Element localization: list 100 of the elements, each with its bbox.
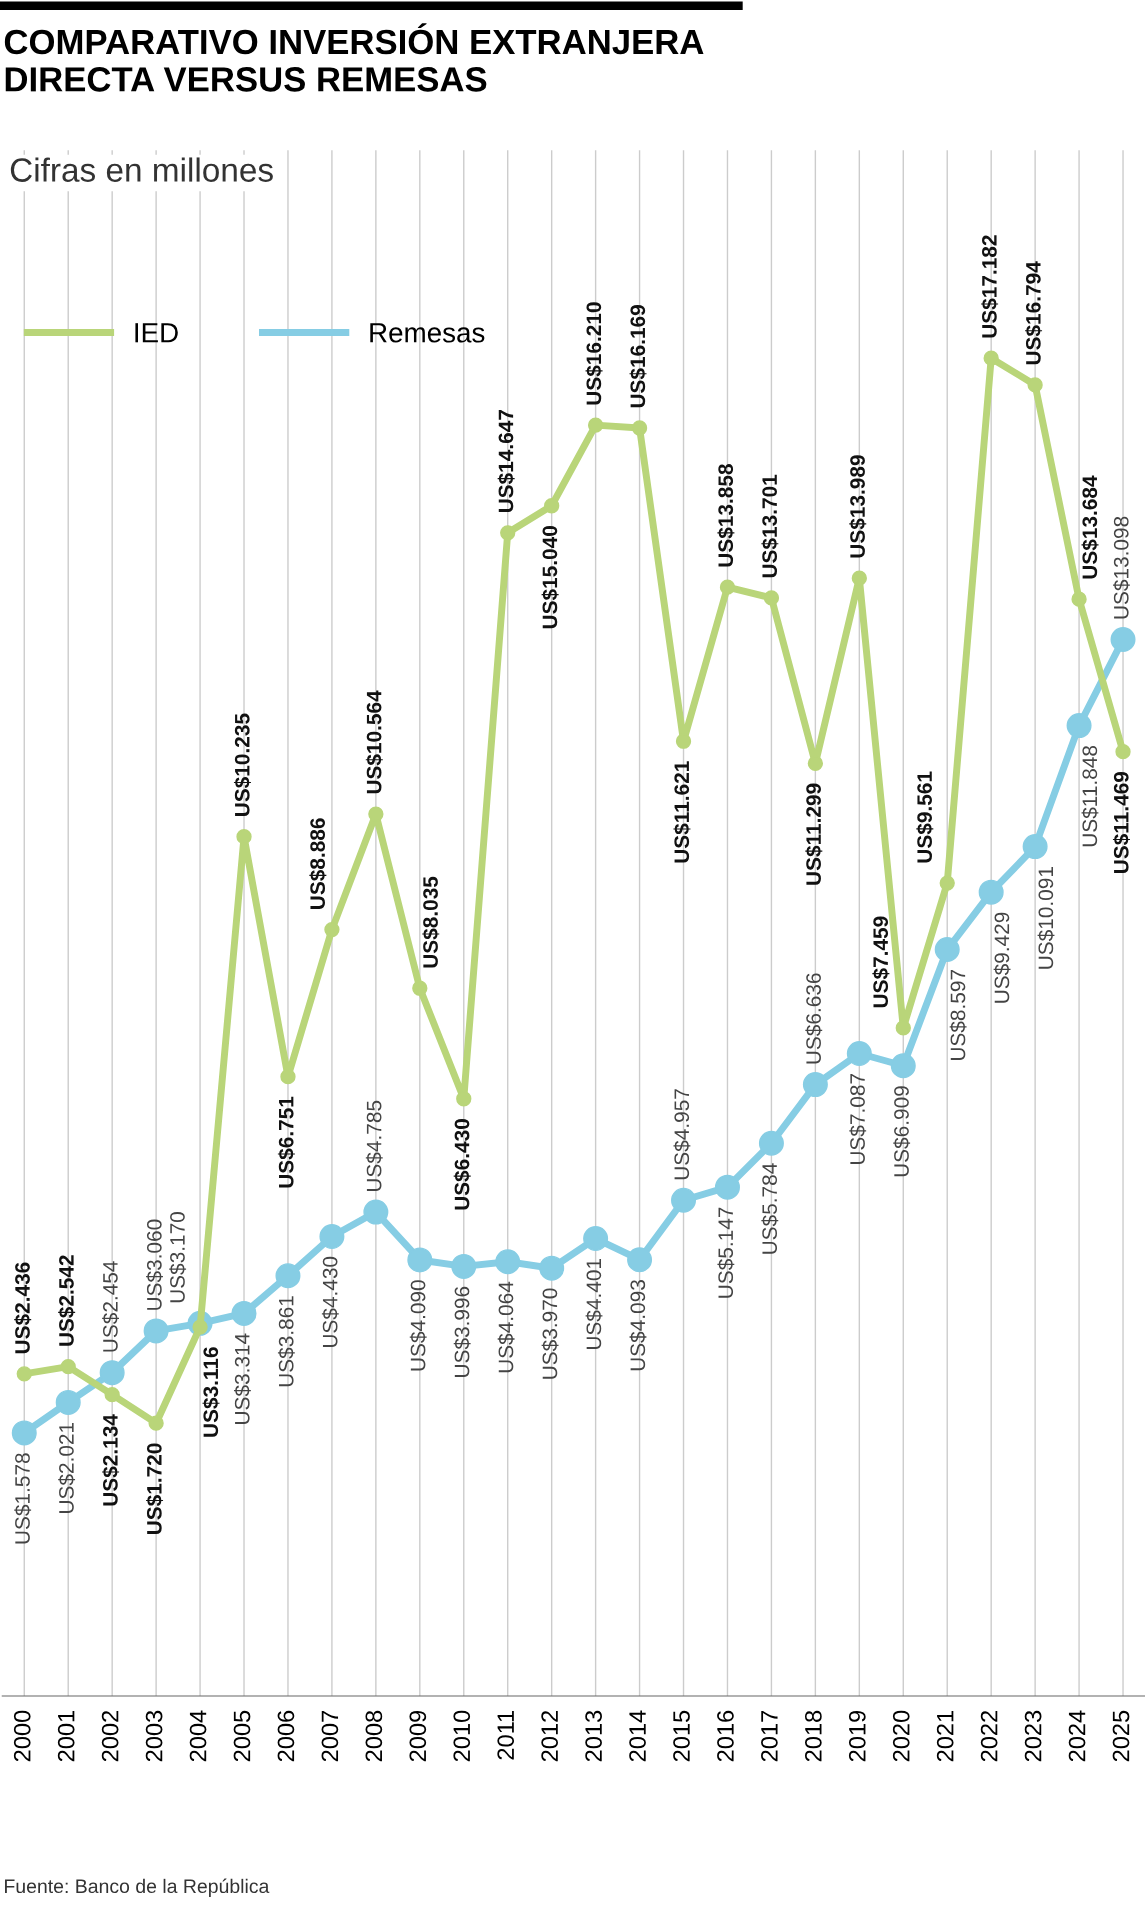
x-tick-label: 2020 [892, 1710, 910, 1762]
point [500, 525, 516, 541]
data-label: US$10.235 [233, 713, 251, 816]
data-label: US$16.210 [585, 302, 603, 405]
point [758, 1130, 784, 1156]
point [11, 1420, 37, 1446]
data-label: US$2.134 [102, 1414, 120, 1506]
point [846, 1041, 872, 1067]
point [851, 570, 867, 586]
point [495, 1249, 521, 1275]
data-label: US$16.169 [629, 305, 647, 408]
point [451, 1253, 477, 1279]
point [763, 590, 780, 606]
x-tick-label: 2005 [233, 1710, 251, 1762]
data-label: US$3.314 [233, 1333, 251, 1424]
point [363, 1199, 389, 1225]
data-label: US$1.720 [146, 1443, 164, 1535]
point [983, 350, 999, 366]
point [16, 1366, 32, 1382]
point [719, 579, 736, 595]
data-label: US$3.861 [277, 1296, 295, 1387]
data-label: US$10.091 [1037, 867, 1055, 969]
point [934, 937, 960, 963]
point [675, 733, 692, 749]
data-label: US$10.564 [365, 690, 383, 794]
x-tick-label: 2021 [936, 1710, 954, 1762]
point [671, 1187, 697, 1213]
point [231, 1300, 257, 1326]
x-tick-label: 2015 [673, 1710, 690, 1762]
point [544, 498, 560, 514]
data-label: US$13.684 [1081, 475, 1099, 579]
data-label: US$2.454 [102, 1261, 119, 1352]
data-label: US$3.170 [169, 1212, 187, 1303]
data-label: US$13.701 [761, 474, 779, 578]
data-label: US$8.035 [422, 876, 440, 968]
source-note: Fuente: Banco de la República [5, 1878, 270, 1897]
data-label: US$11.469 [1112, 771, 1130, 873]
data-label: US$11.621 [673, 761, 691, 863]
chart-subtitle: Cifras en millones [10, 157, 273, 182]
data-label: US$4.090 [409, 1280, 427, 1371]
x-tick-label: 2025 [1112, 1710, 1130, 1762]
data-label: US$17.182 [981, 235, 999, 338]
point [978, 879, 1004, 905]
data-label: US$1.578 [14, 1453, 32, 1544]
point [583, 1226, 609, 1252]
point [627, 1247, 653, 1273]
point [890, 1053, 916, 1079]
point [939, 875, 955, 891]
x-tick-label: 2024 [1068, 1710, 1086, 1762]
data-label: US$4.401 [585, 1258, 603, 1350]
x-tick-label: 2010 [453, 1710, 471, 1762]
x-tick-label: 2013 [585, 1710, 602, 1762]
data-label: US$6.636 [805, 973, 823, 1064]
point [587, 417, 604, 433]
x-tick-label: 2007 [321, 1711, 339, 1762]
x-tick-label: 2012 [541, 1711, 559, 1762]
data-label: US$13.098 [1112, 516, 1130, 619]
point [807, 755, 824, 772]
data-label: US$4.957 [673, 1089, 691, 1180]
data-label: US$5.147 [717, 1207, 735, 1298]
data-label: US$14.647 [497, 410, 515, 513]
data-label: US$2.021 [58, 1422, 76, 1513]
x-tick-label: 2003 [145, 1710, 163, 1762]
point [1071, 591, 1087, 607]
point [319, 1224, 345, 1250]
point [368, 806, 384, 822]
data-label: US$3.116 [202, 1347, 220, 1437]
x-tick-label: 2004 [189, 1710, 207, 1762]
point [456, 1091, 472, 1107]
data-label: US$9.561 [916, 771, 934, 863]
data-label: US$15.040 [541, 526, 559, 629]
data-label: US$4.430 [321, 1256, 339, 1348]
data-label: US$9.429 [993, 912, 1011, 1003]
point [275, 1263, 301, 1289]
point [143, 1318, 169, 1344]
point [714, 1174, 740, 1200]
data-label: US$7.087 [849, 1074, 867, 1165]
x-tick-label: 2018 [804, 1710, 822, 1762]
x-tick-label: 2009 [409, 1710, 427, 1762]
data-label: US$7.459 [872, 916, 890, 1008]
point [148, 1415, 164, 1431]
legend-label: Remesas [370, 323, 485, 343]
point [236, 829, 252, 845]
data-label: US$5.784 [761, 1163, 779, 1254]
point [1110, 626, 1136, 653]
data-label: US$3.996 [453, 1286, 471, 1377]
data-label: US$13.858 [717, 464, 735, 567]
point [412, 980, 428, 996]
x-tick-label: 2001 [57, 1710, 75, 1762]
data-label: US$6.751 [277, 1096, 295, 1188]
point [280, 1069, 296, 1085]
point [99, 1360, 125, 1386]
data-label: US$6.909 [893, 1086, 911, 1177]
x-tick-label: 2006 [277, 1710, 295, 1762]
data-label: US$2.436 [14, 1262, 32, 1354]
point [1027, 377, 1043, 393]
x-tick-label: 2019 [848, 1710, 866, 1762]
point [324, 921, 340, 938]
data-label: US$13.989 [849, 455, 867, 558]
x-tick-label: 2008 [365, 1710, 383, 1762]
